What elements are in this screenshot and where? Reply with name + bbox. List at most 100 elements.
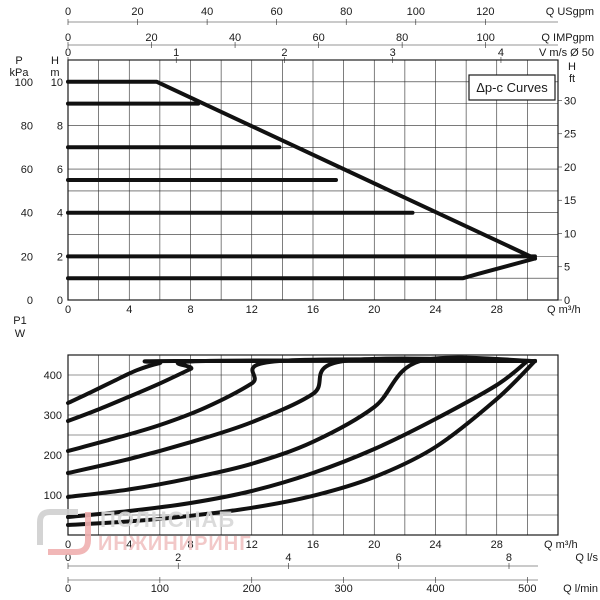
x-axis-label: Q m³/h	[547, 304, 581, 316]
aux-axis-tick-label: 20	[131, 6, 143, 18]
y-tick-label-pressure: 100	[15, 77, 33, 89]
aux-axis-tick-label: 80	[340, 6, 352, 18]
aux-axis-label: Q IMPgpm	[541, 32, 594, 44]
y-tick-label-pressure: 0	[27, 295, 33, 307]
aux-axis-label: Q l/min	[563, 583, 598, 595]
y-tick-label-head: 4	[57, 208, 63, 220]
aux-axis-label: Q USgpm	[546, 6, 594, 18]
x-tick-label: 4	[126, 539, 132, 551]
aux-axis-tick-label: 2	[175, 552, 181, 564]
aux-axis-tick-label: 8	[506, 552, 512, 564]
aux-axis-tick-label: 1	[173, 47, 179, 59]
x-tick-label: 28	[491, 304, 503, 316]
y-tick-label-pressure: 80	[21, 120, 33, 132]
x-axis-label: Q m³/h	[544, 539, 578, 551]
aux-axis-tick-label: 3	[390, 47, 396, 59]
aux-axis-tick-label: 4	[498, 47, 504, 59]
y-tick-label: 300	[44, 410, 62, 422]
y-axis-label-right-unit: ft	[569, 73, 575, 85]
power-curve	[66, 356, 537, 475]
x-tick-label: 0	[65, 539, 71, 551]
aux-axis-tick-label: 20	[145, 32, 157, 44]
y-tick-label-ft: 25	[564, 129, 576, 141]
legend-label: Δp-c Curves	[476, 80, 548, 95]
aux-axis-tick-label: 300	[334, 583, 352, 595]
power-curve	[66, 359, 530, 519]
x-tick-label: 8	[187, 539, 193, 551]
x-tick-label: 0	[65, 304, 71, 316]
aux-axis-tick-label: 0	[65, 32, 71, 44]
x-tick-label: 28	[491, 539, 503, 551]
aux-axis-tick-label: 100	[151, 583, 169, 595]
y-tick-label-ft: 20	[564, 162, 576, 174]
x-tick-label: 16	[307, 539, 319, 551]
power-curve	[66, 359, 537, 527]
y-tick-label-ft: 15	[564, 195, 576, 207]
x-tick-label: 12	[246, 304, 258, 316]
x-tick-label: 24	[429, 539, 441, 551]
y-tick-label: 400	[44, 370, 62, 382]
x-tick-label: 8	[187, 304, 193, 316]
plot-frame	[67, 354, 559, 536]
x-tick-label: 4	[126, 304, 132, 316]
aux-axis-tick-label: 60	[312, 32, 324, 44]
aux-axis-tick-label: 60	[271, 6, 283, 18]
svg-text:ПОЛНСНАБ: ПОЛНСНАБ	[100, 507, 235, 532]
aux-axis-tick-label: 40	[201, 6, 213, 18]
aux-axis-tick-label: 2	[281, 47, 287, 59]
y-tick-label-head: 2	[57, 251, 63, 263]
y-tick-label-head: 0	[57, 295, 63, 307]
y-tick-label-ft: 5	[564, 262, 570, 274]
y-tick-label-pressure: 40	[21, 208, 33, 220]
x-tick-label: 12	[246, 539, 258, 551]
text-layer: 0 4 8 12 16 20 24 28 Q m³/h024681002040608010005…	[10, 6, 599, 595]
aux-axis-tick-label: 6	[396, 552, 402, 564]
aux-axis-tick-label: 40	[229, 32, 241, 44]
x-tick-label: 20	[368, 539, 380, 551]
y-axis-label-pressure-unit: kPa	[10, 67, 30, 79]
y-tick-label-head: 6	[57, 164, 63, 176]
aux-axis-tick-label: 120	[476, 6, 494, 18]
aux-axis-tick-label: 0	[65, 583, 71, 595]
y-tick-label: 200	[44, 450, 62, 462]
y-axis-label-unit: W	[15, 328, 26, 340]
aux-axis-tick-label: 0	[65, 6, 71, 18]
head-curve	[66, 256, 537, 281]
aux-axis-tick-label: 100	[407, 6, 425, 18]
y-axis-label: P1	[13, 315, 26, 327]
y-axis-label-head-unit: m	[50, 67, 59, 79]
aux-axis-tick-label: 200	[243, 583, 261, 595]
head-curve	[66, 79, 537, 261]
watermark-logo: ПОЛНСНАБ ИНЖИНИРИНГ	[37, 507, 252, 555]
y-tick-label-pressure: 20	[21, 251, 33, 263]
y-tick-label-head: 8	[57, 120, 63, 132]
y-tick-label: 100	[44, 490, 62, 502]
grid-layer	[67, 19, 562, 583]
aux-axis-label: V m/s Ø 50	[539, 47, 594, 59]
y-axis-label-head: H	[51, 55, 59, 67]
svg-text:ИНЖИНИРИНГ: ИНЖИНИРИНГ	[98, 533, 252, 555]
aux-axis-tick-label: 4	[285, 552, 291, 564]
y-tick-label-pressure: 60	[21, 164, 33, 176]
y-tick-label-ft: 0	[564, 295, 570, 307]
aux-axis-tick-label: 80	[396, 32, 408, 44]
x-tick-label: 24	[429, 304, 441, 316]
y-tick-label-ft: 30	[564, 95, 576, 107]
x-tick-label: 16	[307, 304, 319, 316]
y-tick-label-head: 10	[51, 77, 63, 89]
curves-layer	[66, 79, 537, 527]
legend-box: Δp-c Curves	[468, 74, 556, 101]
aux-axis-tick-label: 100	[476, 32, 494, 44]
y-axis-label-pressure: P	[15, 55, 22, 67]
aux-axis-label: Q l/s	[575, 552, 598, 564]
power-curve	[66, 355, 537, 499]
aux-axis-tick-label: 0	[65, 47, 71, 59]
aux-axis-tick-label: 0	[65, 552, 71, 564]
aux-axis-tick-label: 500	[518, 583, 536, 595]
x-tick-label: 20	[368, 304, 380, 316]
y-axis-label-right: H	[568, 61, 576, 73]
aux-axis-tick-label: 400	[426, 583, 444, 595]
power-curve	[66, 358, 537, 405]
y-tick-label-ft: 10	[564, 228, 576, 240]
